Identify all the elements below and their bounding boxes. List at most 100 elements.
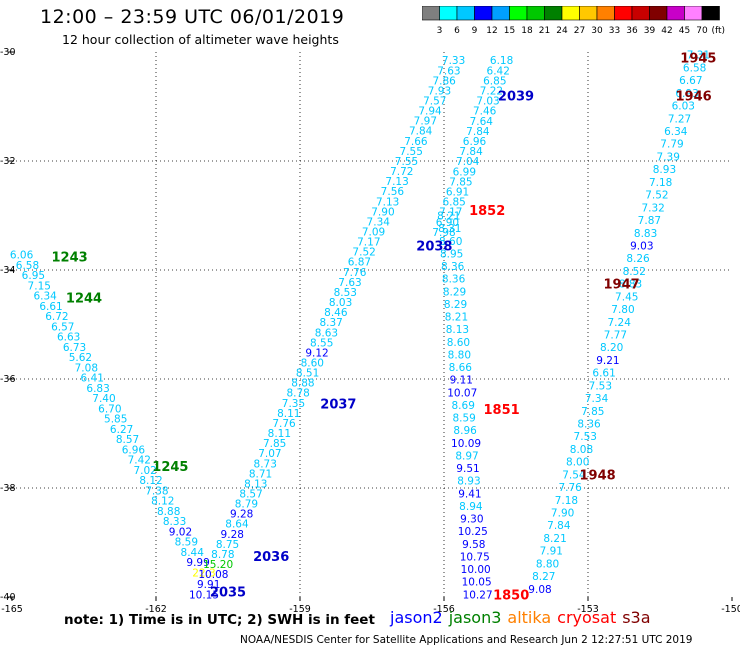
y-axis-tick-label: -38 [0,483,16,494]
wave-height-label: 6.99 [453,166,476,178]
wave-height-label: 8.53 [334,287,357,299]
pass-time-label: 2038 [416,239,452,254]
map-subtitle: 12 hour collection of altimeter wave hei… [62,32,339,47]
wave-height-label: 6.61 [39,301,62,313]
wave-height-label: 7.08 [75,362,98,374]
wave-height-label: 9.03 [630,240,653,252]
wave-height-label: 7.13 [376,196,399,208]
wave-height-label: 8.66 [449,362,473,374]
wave-height-label: 7.84 [409,126,433,138]
colorbar-tick-label: 42 [661,26,672,36]
wave-height-label: 8.59 [175,537,198,549]
wave-height-label: 7.40 [92,393,115,405]
wave-height-label: 6.70 [98,403,121,415]
colorbar-tick-label: 70 [696,26,708,36]
wave-height-label: 8.83 [634,228,657,240]
wave-height-label: 9.28 [230,509,253,521]
wave-height-label: 7.90 [551,508,574,520]
x-axis-tick-label: -162 [145,604,167,612]
wave-height-label: 9.21 [596,355,619,367]
wave-height-label: 8.36 [441,261,465,273]
map-title: 12:00 – 23:59 UTC 06/01/2019 [40,6,345,28]
wave-height-label: 6.85 [442,197,465,209]
wave-height-label: 6.61 [592,368,615,380]
wave-height-label: 9.99 [186,557,209,569]
wave-height-label: 7.94 [418,106,442,118]
colorbar-tick-label: 9 [472,26,478,36]
wave-height-label: 8.60 [301,357,324,369]
pass-time-label: 1243 [52,250,88,265]
wave-height-label: 8.79 [235,499,258,511]
wave-height-label: 6.27 [110,424,133,436]
wave-height-label: 8.95 [440,248,463,260]
wave-height-label: 7.02 [133,465,156,477]
colorbar-tick-label: 12 [486,26,497,36]
wave-height-label: 7.52 [645,190,668,202]
legend-entry-s3a: s3a [622,608,651,627]
wave-height-label: 6.73 [63,342,86,354]
wave-height-label: 8.26 [626,253,650,265]
x-axis-tick-label: -159 [289,604,311,612]
pass-time-label: 1851 [484,403,520,418]
colorbar-tick-label: 24 [556,26,568,36]
wave-height-label: 9.51 [456,463,479,475]
wave-height-label: 7.56 [381,186,405,198]
wave-height-label: 6.90 [436,217,459,229]
wave-height-label: 7.38 [145,485,168,497]
wave-height-label: 7.55 [400,146,423,158]
wave-height-label: 5.85 [104,414,127,426]
wave-height-label: 9.11 [450,375,473,387]
wave-height-label: 8.12 [139,475,162,487]
wave-height-label: 7.72 [390,166,413,178]
wave-height-label: 8.57 [239,489,262,501]
wave-height-label: 22.3 [192,567,215,579]
wave-height-label: 6.87 [348,257,371,269]
y-axis-tick-label: -30 [0,47,16,58]
wave-height-label: 7.39 [657,151,680,163]
wave-height-label: 7.91 [540,546,563,558]
pass-time-label: 2039 [498,90,534,105]
wave-height-label: 7.09 [362,226,385,238]
wave-height-label: 6.96 [463,136,487,148]
wave-height-label: 8.36 [577,419,601,431]
wave-height-label: 7.34 [367,216,391,228]
wave-height-label: 6.85 [483,75,506,87]
wave-height-label: 7.98 [432,227,455,239]
wave-height-label: 8.93 [653,164,676,176]
wave-height-label: 10.07 [447,387,477,399]
colorbar-tick-label: 30 [591,26,603,36]
wave-height-label: 7.15 [28,280,51,292]
wave-height-label: 10.05 [462,577,492,589]
wave-height-label: 7.84 [459,146,483,158]
wave-height-label: 7.04 [456,156,480,168]
wave-height-label: 9.91 [197,579,220,591]
wave-height-label: 5.62 [69,352,92,364]
wave-height-label: 7.18 [649,177,672,189]
wave-height-label: 10.75 [460,551,490,563]
wave-height-label: 8.13 [244,478,267,490]
wave-height-label: 9.12 [305,347,328,359]
y-axis-tick-label: -32 [0,156,16,167]
wave-height-label: 8.93 [457,476,480,488]
wave-height-label: 8.94 [459,501,483,513]
wave-height-label: 7.93 [428,85,451,97]
wave-height-label: 10.09 [451,438,481,450]
wave-height-label: 8.69 [452,400,475,412]
wave-height-label: 10.27 [463,589,493,601]
wave-height-label: 8.97 [455,450,478,462]
wave-height-label: 7.80 [611,304,634,316]
wave-height-label: 8.59 [452,413,475,425]
wave-height-label: 8.33 [163,516,186,528]
footer-note: note: 1) Time is in UTC; 2) SWH is in fe… [64,612,375,628]
wave-height-label: 6.06 [10,250,34,262]
wave-height-label: 7.03 [476,96,499,108]
pass-time-label: 1947 [604,278,640,293]
wave-height-label: 9.28 [221,529,244,541]
wave-height-label: 8.13 [446,324,469,336]
wave-height-label: 7.55 [395,156,418,168]
wave-height-label: 6.63 [57,332,80,344]
wave-height-label: 6.34 [33,291,57,303]
wave-height-label: 7.13 [385,176,408,188]
wave-height-label: 7.86 [432,75,456,87]
wave-height-label: 9.58 [462,539,485,551]
